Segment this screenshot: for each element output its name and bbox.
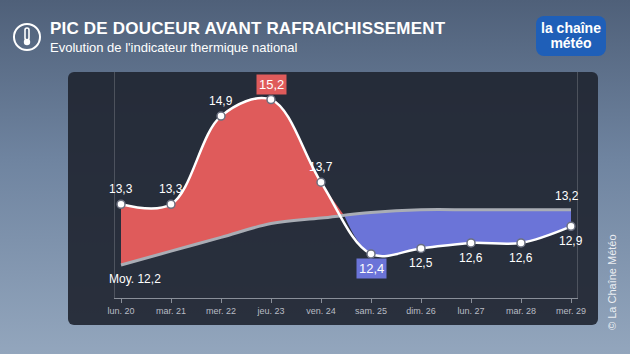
svg-text:mer. 29: mer. 29 <box>556 306 586 316</box>
svg-text:13,3: 13,3 <box>109 182 133 196</box>
svg-text:Moy. 12,2: Moy. 12,2 <box>109 272 161 286</box>
svg-text:13,3: 13,3 <box>159 182 183 196</box>
svg-text:sam. 25: sam. 25 <box>355 306 387 316</box>
svg-text:mar. 28: mar. 28 <box>506 306 536 316</box>
svg-text:12,5: 12,5 <box>409 256 433 270</box>
svg-text:lun. 20: lun. 20 <box>107 306 134 316</box>
svg-text:14,9: 14,9 <box>209 94 233 108</box>
svg-text:dim. 26: dim. 26 <box>406 306 436 316</box>
svg-text:ven. 24: ven. 24 <box>306 306 336 316</box>
svg-text:mer. 22: mer. 22 <box>206 306 236 316</box>
html-text:© La Chaîne Météo: © La Chaîne Météo <box>606 234 618 330</box>
svg-text:lun. 27: lun. 27 <box>457 306 484 316</box>
svg-text:jeu. 23: jeu. 23 <box>256 306 284 316</box>
svg-text:12,6: 12,6 <box>459 251 483 265</box>
svg-text:mar. 21: mar. 21 <box>156 306 186 316</box>
svg-text:12,6: 12,6 <box>509 251 533 265</box>
svg-text:13,7: 13,7 <box>309 160 333 174</box>
svg-text:15,2: 15,2 <box>259 77 284 92</box>
html-text:la chaîne météo: la chaîne météo <box>541 20 601 51</box>
svg-text:13,2: 13,2 <box>555 189 579 203</box>
html-text:Evolution de l'indicateur ther: Evolution de l'indicateur thermique nati… <box>50 40 298 55</box>
html-text:PIC DE DOUCEUR AVANT RAFRAICHI: PIC DE DOUCEUR AVANT RAFRAICHISSEMENT <box>50 19 446 38</box>
svg-text:12,9: 12,9 <box>559 234 583 248</box>
svg-text:12,4: 12,4 <box>359 261 384 276</box>
